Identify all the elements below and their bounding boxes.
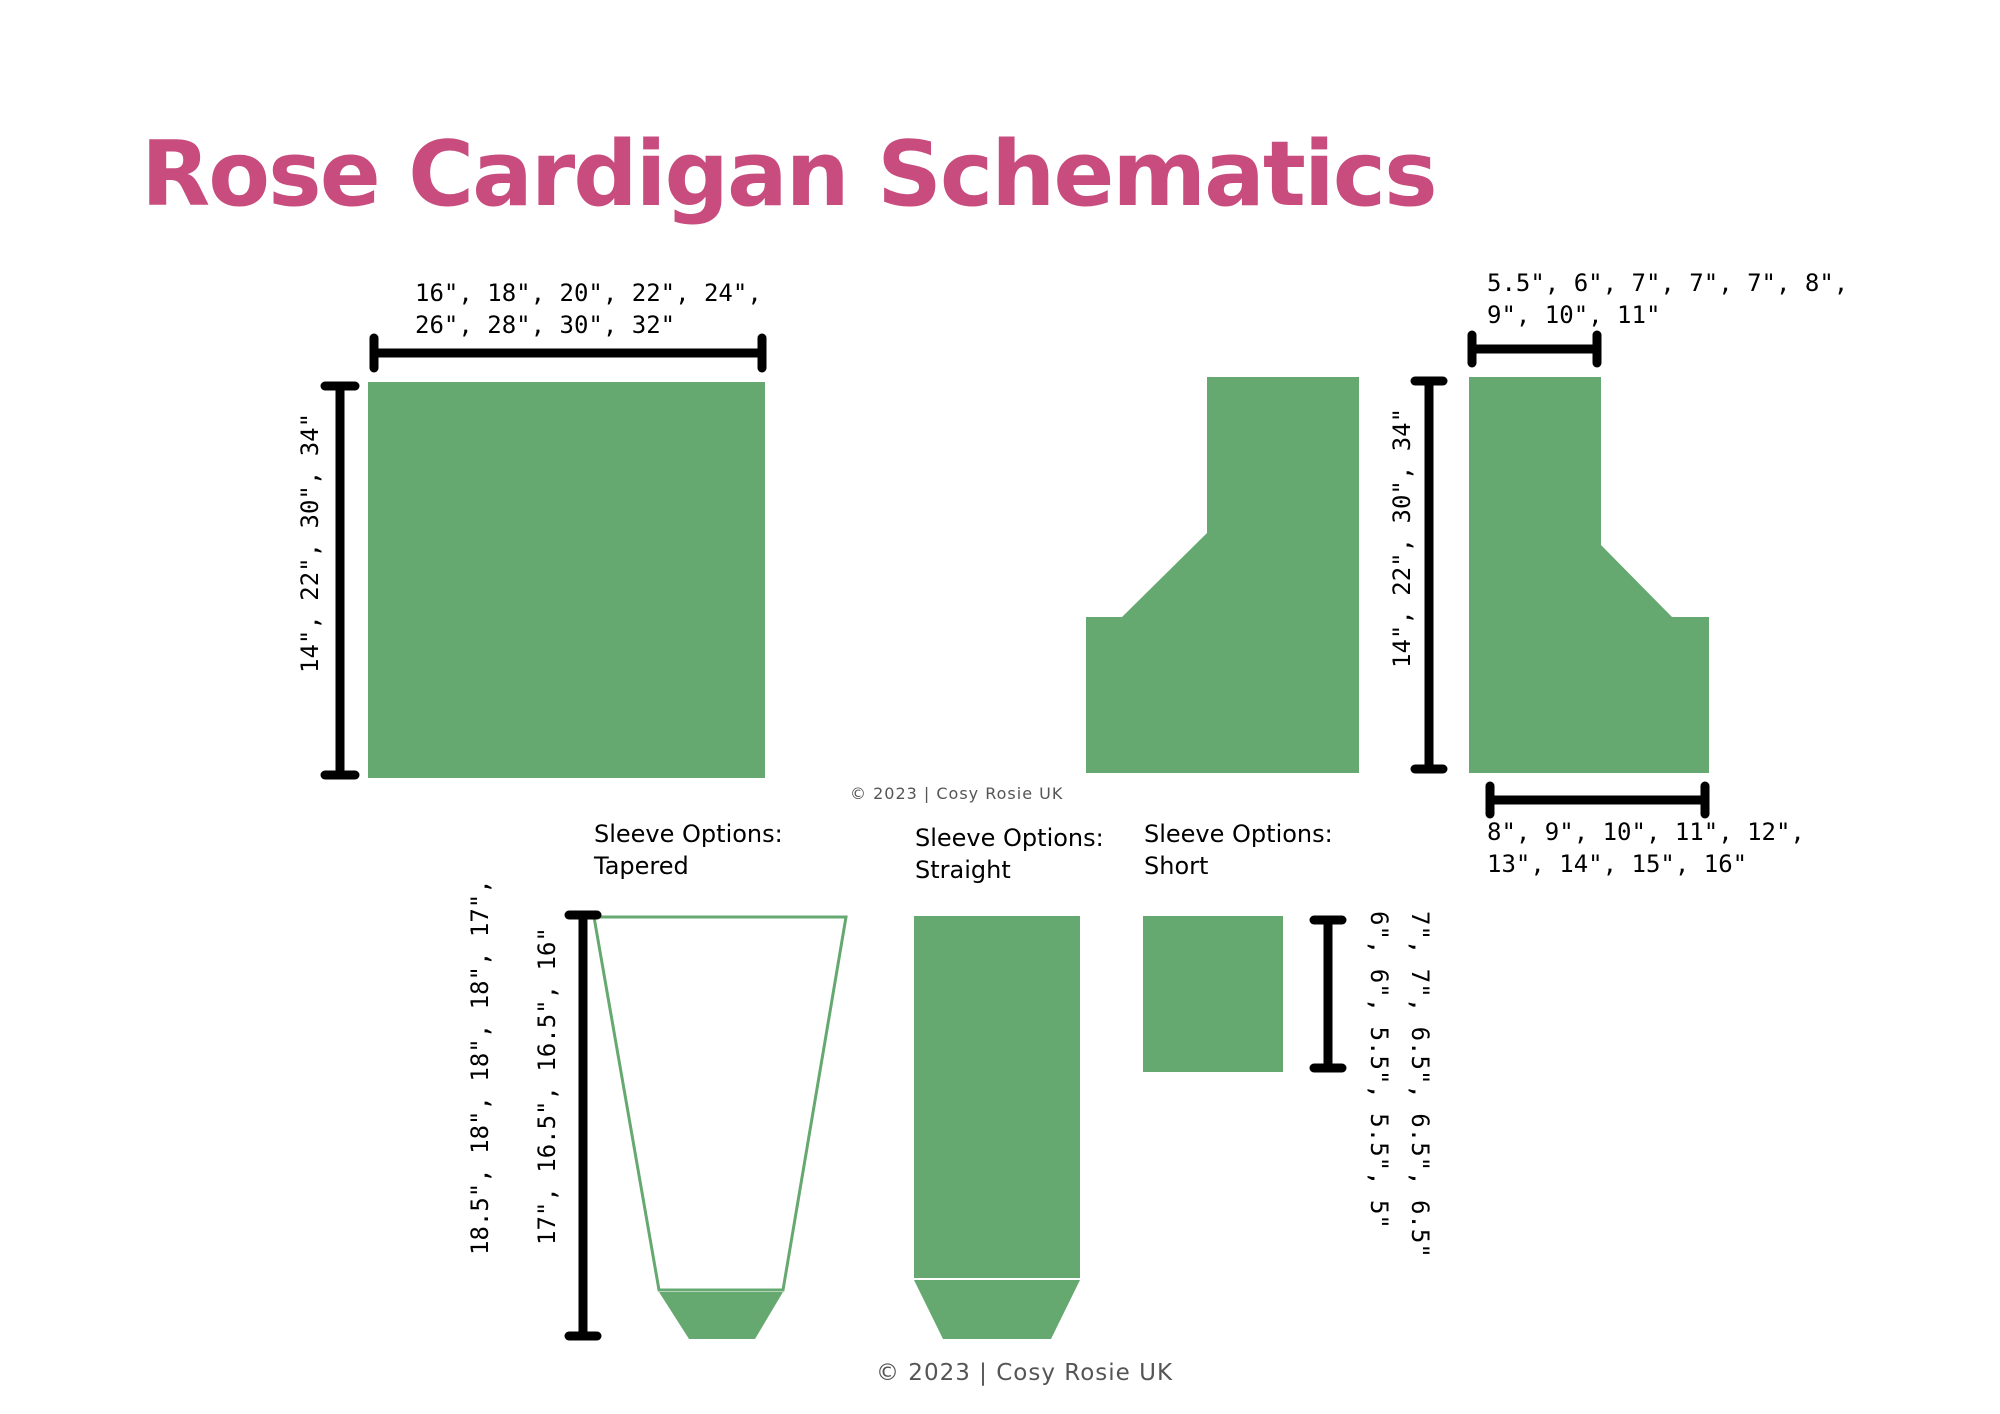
short-sleeve-shape <box>1143 916 1283 1072</box>
copyright-small: © 2023 | Cosy Rosie UK <box>850 784 1064 803</box>
tapered-heading-line1: Sleeve Options: <box>594 820 783 848</box>
left-front-panel-shape <box>1086 377 1359 773</box>
front-top-width-label-line1: 5.5", 6", 7", 7", 7", 8", <box>1487 269 1849 297</box>
right-front-panel-shape <box>1469 377 1709 773</box>
back-width-bar <box>369 333 767 373</box>
tapered-sleeve-outline <box>592 915 848 1292</box>
front-height-label: 14", 22", 30", 34" <box>1388 407 1416 668</box>
straight-sleeve-cuff <box>914 1280 1080 1339</box>
back-panel-shape <box>368 382 765 778</box>
front-bottom-width-label-line2: 13", 14", 15", 16" <box>1487 850 1748 878</box>
back-width-label-line1: 16", 18", 20", 22", 24", <box>415 279 762 307</box>
tapered-length-bar <box>564 910 602 1341</box>
tapered-length-label-line2: 17", 16.5", 16.5", 16" <box>533 927 561 1245</box>
short-length-label-line1: 7", 7", 6.5", 6.5", 6.5" <box>1406 911 1434 1258</box>
straight-sleeve-shape <box>914 916 1080 1278</box>
tapered-heading-line2: Tapered <box>594 852 689 880</box>
back-height-label: 14", 22", 30", 34" <box>296 412 324 673</box>
back-height-bar <box>320 381 360 780</box>
front-bottom-width-bar <box>1485 781 1710 819</box>
short-length-bar <box>1309 915 1347 1073</box>
front-height-bar <box>1410 376 1448 774</box>
short-heading-line2: Short <box>1144 852 1209 880</box>
short-heading-line1: Sleeve Options: <box>1144 820 1333 848</box>
short-length-label-line2: 6", 6", 5.5", 5.5", 5" <box>1365 911 1393 1229</box>
front-bottom-width-label-line1: 8", 9", 10", 11", 12", <box>1487 818 1805 846</box>
straight-heading-line2: Straight <box>915 856 1011 884</box>
page-title: Rose Cardigan Schematics <box>141 122 1438 227</box>
front-top-width-bar <box>1467 330 1602 368</box>
tapered-length-label-line1: 18.5", 18", 18", 18", 17", <box>466 879 494 1255</box>
back-width-label-line2: 26", 28", 30", 32" <box>415 311 676 339</box>
copyright-large: © 2023 | Cosy Rosie UK <box>876 1360 1174 1386</box>
tapered-sleeve-cuff <box>659 1292 783 1339</box>
straight-heading-line1: Sleeve Options: <box>915 824 1104 852</box>
front-top-width-label-line2: 9", 10", 11" <box>1487 301 1661 329</box>
